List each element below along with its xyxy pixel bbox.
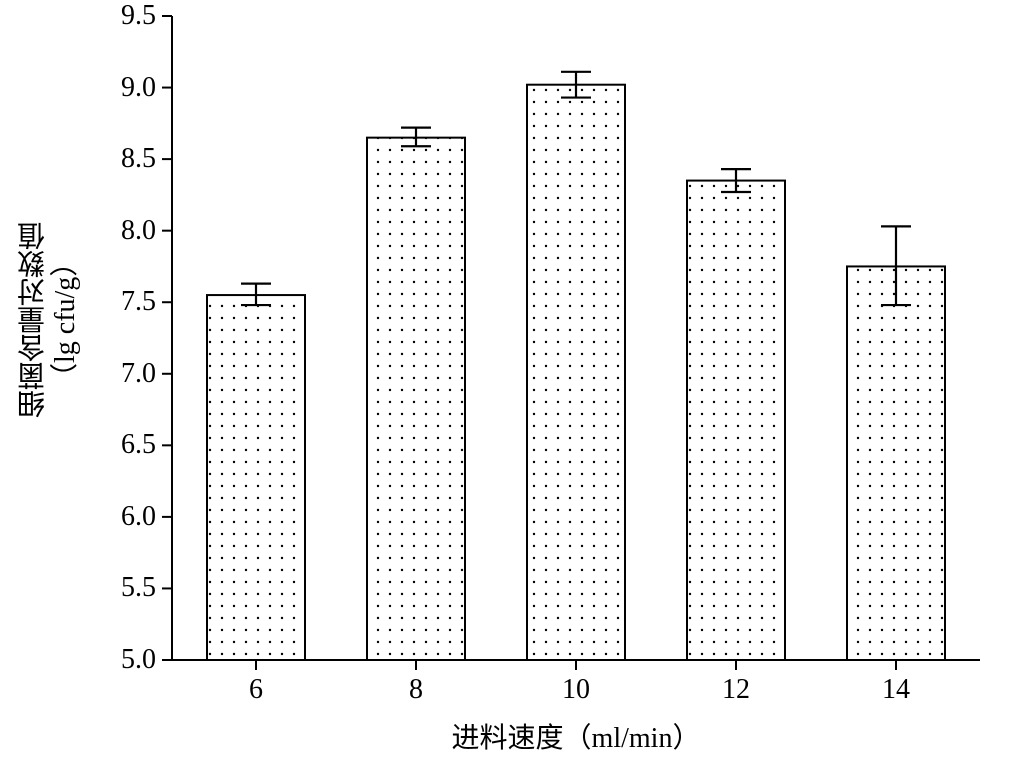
- bar: [527, 85, 625, 660]
- y-tick-label: 7.5: [121, 286, 156, 318]
- chart-container: 细菌含量对数值 （lg cfu/g） 进料速度（ml/min） 5.0 5.5 6.…: [0, 0, 1023, 779]
- y-axis-label-line2: （lg cfu/g）: [50, 160, 82, 480]
- y-tick-label: 5.5: [121, 572, 156, 604]
- y-axis-label-line1: 细菌含量对数值: [18, 160, 50, 480]
- y-axis-label: 细菌含量对数值 （lg cfu/g）: [18, 160, 82, 480]
- y-tick-label: 8.0: [121, 215, 156, 247]
- y-tick-label: 9.0: [121, 72, 156, 104]
- y-tick-label: 9.5: [121, 0, 156, 32]
- x-tick-label: 14: [876, 674, 916, 706]
- x-axis-label: 进料速度（ml/min）: [65, 716, 1023, 756]
- y-tick-label: 5.0: [121, 644, 156, 676]
- x-tick-label: 6: [236, 674, 276, 706]
- y-tick-label: 6.0: [121, 501, 156, 533]
- bar: [207, 295, 305, 660]
- bar: [847, 266, 945, 660]
- bar: [367, 138, 465, 660]
- x-tick-label: 8: [396, 674, 436, 706]
- y-tick-label: 8.5: [121, 143, 156, 175]
- y-tick-label: 6.5: [121, 429, 156, 461]
- bar: [687, 181, 785, 660]
- y-tick-label: 7.0: [121, 358, 156, 390]
- x-tick-label: 12: [716, 674, 756, 706]
- x-tick-label: 10: [556, 674, 596, 706]
